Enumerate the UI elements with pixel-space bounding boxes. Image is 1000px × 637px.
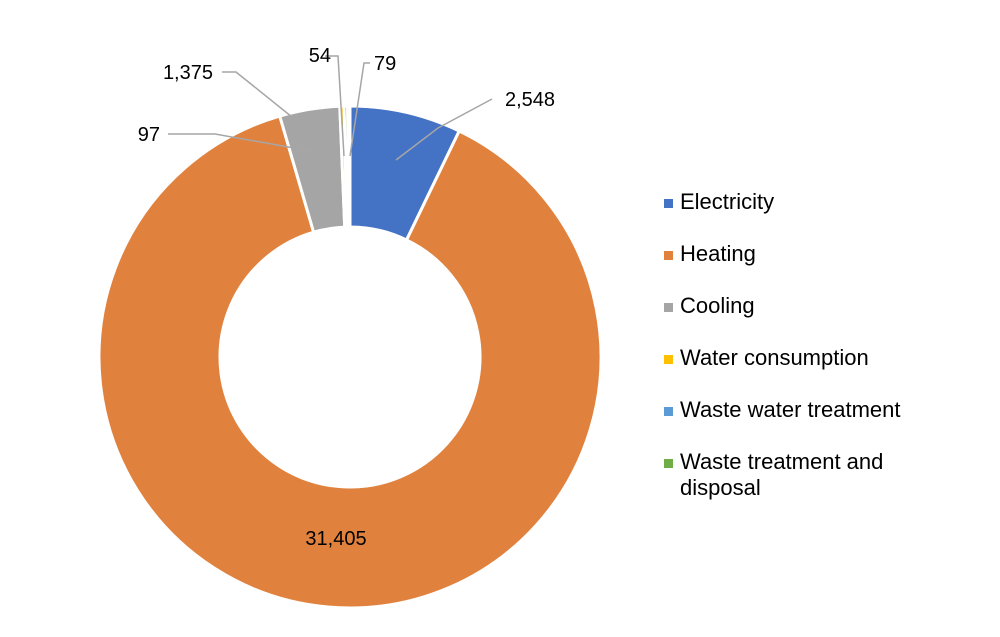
legend-swatch-waste-treatment-and-disposal [664, 459, 673, 468]
data-label-waste-water-treatment: 54 [309, 45, 331, 67]
legend-label-electricity: Electricity [680, 189, 775, 214]
slice-waste-water-treatment [346, 104, 352, 229]
legend-label-cooling: Cooling [680, 293, 755, 318]
legend-item-waste-treatment-and-disposal: Waste treatment and disposal [664, 449, 930, 501]
legend-item-cooling: Cooling [664, 293, 964, 319]
legend-label-heating: Heating [680, 241, 756, 266]
leader-line-cooling [222, 71, 293, 118]
data-label-electricity: 2,548 [505, 89, 555, 111]
legend-label-water-consumption: Water consumption [680, 345, 869, 370]
legend-swatch-water-consumption [664, 355, 673, 364]
leader-line-waste-water-treatment [325, 55, 345, 157]
data-label-waste-treatment-and-disposal: 79 [374, 53, 396, 75]
legend-swatch-heating [664, 251, 673, 260]
leader-line-waste-treatment-and-disposal [349, 62, 370, 157]
data-label-water-consumption: 97 [138, 124, 160, 146]
data-label-heating: 31,405 [305, 528, 366, 550]
leader-line-water-consumption [168, 133, 340, 157]
legend: Electricity Heating Cooling Water consum… [664, 189, 964, 527]
slice-heating [97, 114, 603, 610]
legend-swatch-electricity [664, 199, 673, 208]
legend-swatch-waste-water-treatment [664, 407, 673, 416]
legend-label-waste-water-treatment: Waste water treatment [680, 397, 901, 422]
legend-label-waste-treatment-and-disposal: Waste treatment and disposal [680, 449, 884, 500]
legend-item-electricity: Electricity [664, 189, 964, 215]
data-labels-layer: 2,548 31,405 1,375 97 54 79 [138, 45, 555, 550]
slices-layer [97, 104, 603, 610]
leader-line-electricity [395, 98, 493, 161]
data-label-cooling: 1,375 [163, 62, 213, 84]
legend-item-water-consumption: Water consumption [664, 345, 964, 371]
leader-lines-layer [168, 55, 493, 161]
legend-item-heating: Heating [664, 241, 964, 267]
legend-item-waste-water-treatment: Waste water treatment [664, 397, 964, 423]
legend-swatch-cooling [664, 303, 673, 312]
